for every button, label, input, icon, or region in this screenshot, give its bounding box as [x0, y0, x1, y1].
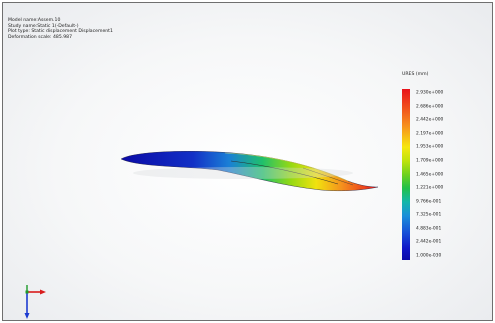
edge-line	[230, 160, 339, 185]
legend-title: URES (mm)	[402, 72, 429, 77]
viewport[interactable]: Model name:Assem.10 Study name:Static 1(…	[2, 2, 493, 321]
legend-label: 7.325e-001	[416, 212, 442, 218]
legend-label: 2.686e+000	[416, 104, 444, 110]
legend-label: 1.465e+000	[416, 172, 444, 177]
legend-label: 1.953e+000	[416, 144, 444, 150]
color-scale-bar	[402, 89, 410, 260]
legend-label: 2.930e+000	[416, 90, 444, 96]
legend-label: 1.000e-030	[416, 253, 442, 259]
model-name: Model name:Assem.10	[8, 18, 61, 23]
deformation-scale: Deformation scale: 485.987	[8, 34, 72, 40]
plate-surface	[120, 151, 379, 191]
legend-label: 1.709e+000	[416, 158, 444, 164]
legend-label: 1.221e+000	[416, 185, 444, 191]
legend-label: 9.766e-001	[416, 199, 442, 205]
plot-type: Plot type: Static displacement Displacem…	[8, 29, 113, 35]
legend-labels: 2.930e+000 2.686e+000 2.442e+000 2.197e+000…	[416, 89, 476, 260]
xyz-triad-icon[interactable]	[19, 281, 59, 321]
deformed-model	[120, 151, 379, 191]
legend-label: 2.442e-001	[416, 239, 442, 245]
legend-label: 2.442e+000	[416, 117, 444, 123]
study-info: Model name:Assem.10 Study name:Static 1(…	[8, 18, 113, 40]
study-name: Study name:Static 1(-Default-)	[8, 23, 79, 29]
legend-label: 4.883e-001	[416, 226, 442, 232]
legend-label: 2.197e+000	[416, 131, 444, 137]
